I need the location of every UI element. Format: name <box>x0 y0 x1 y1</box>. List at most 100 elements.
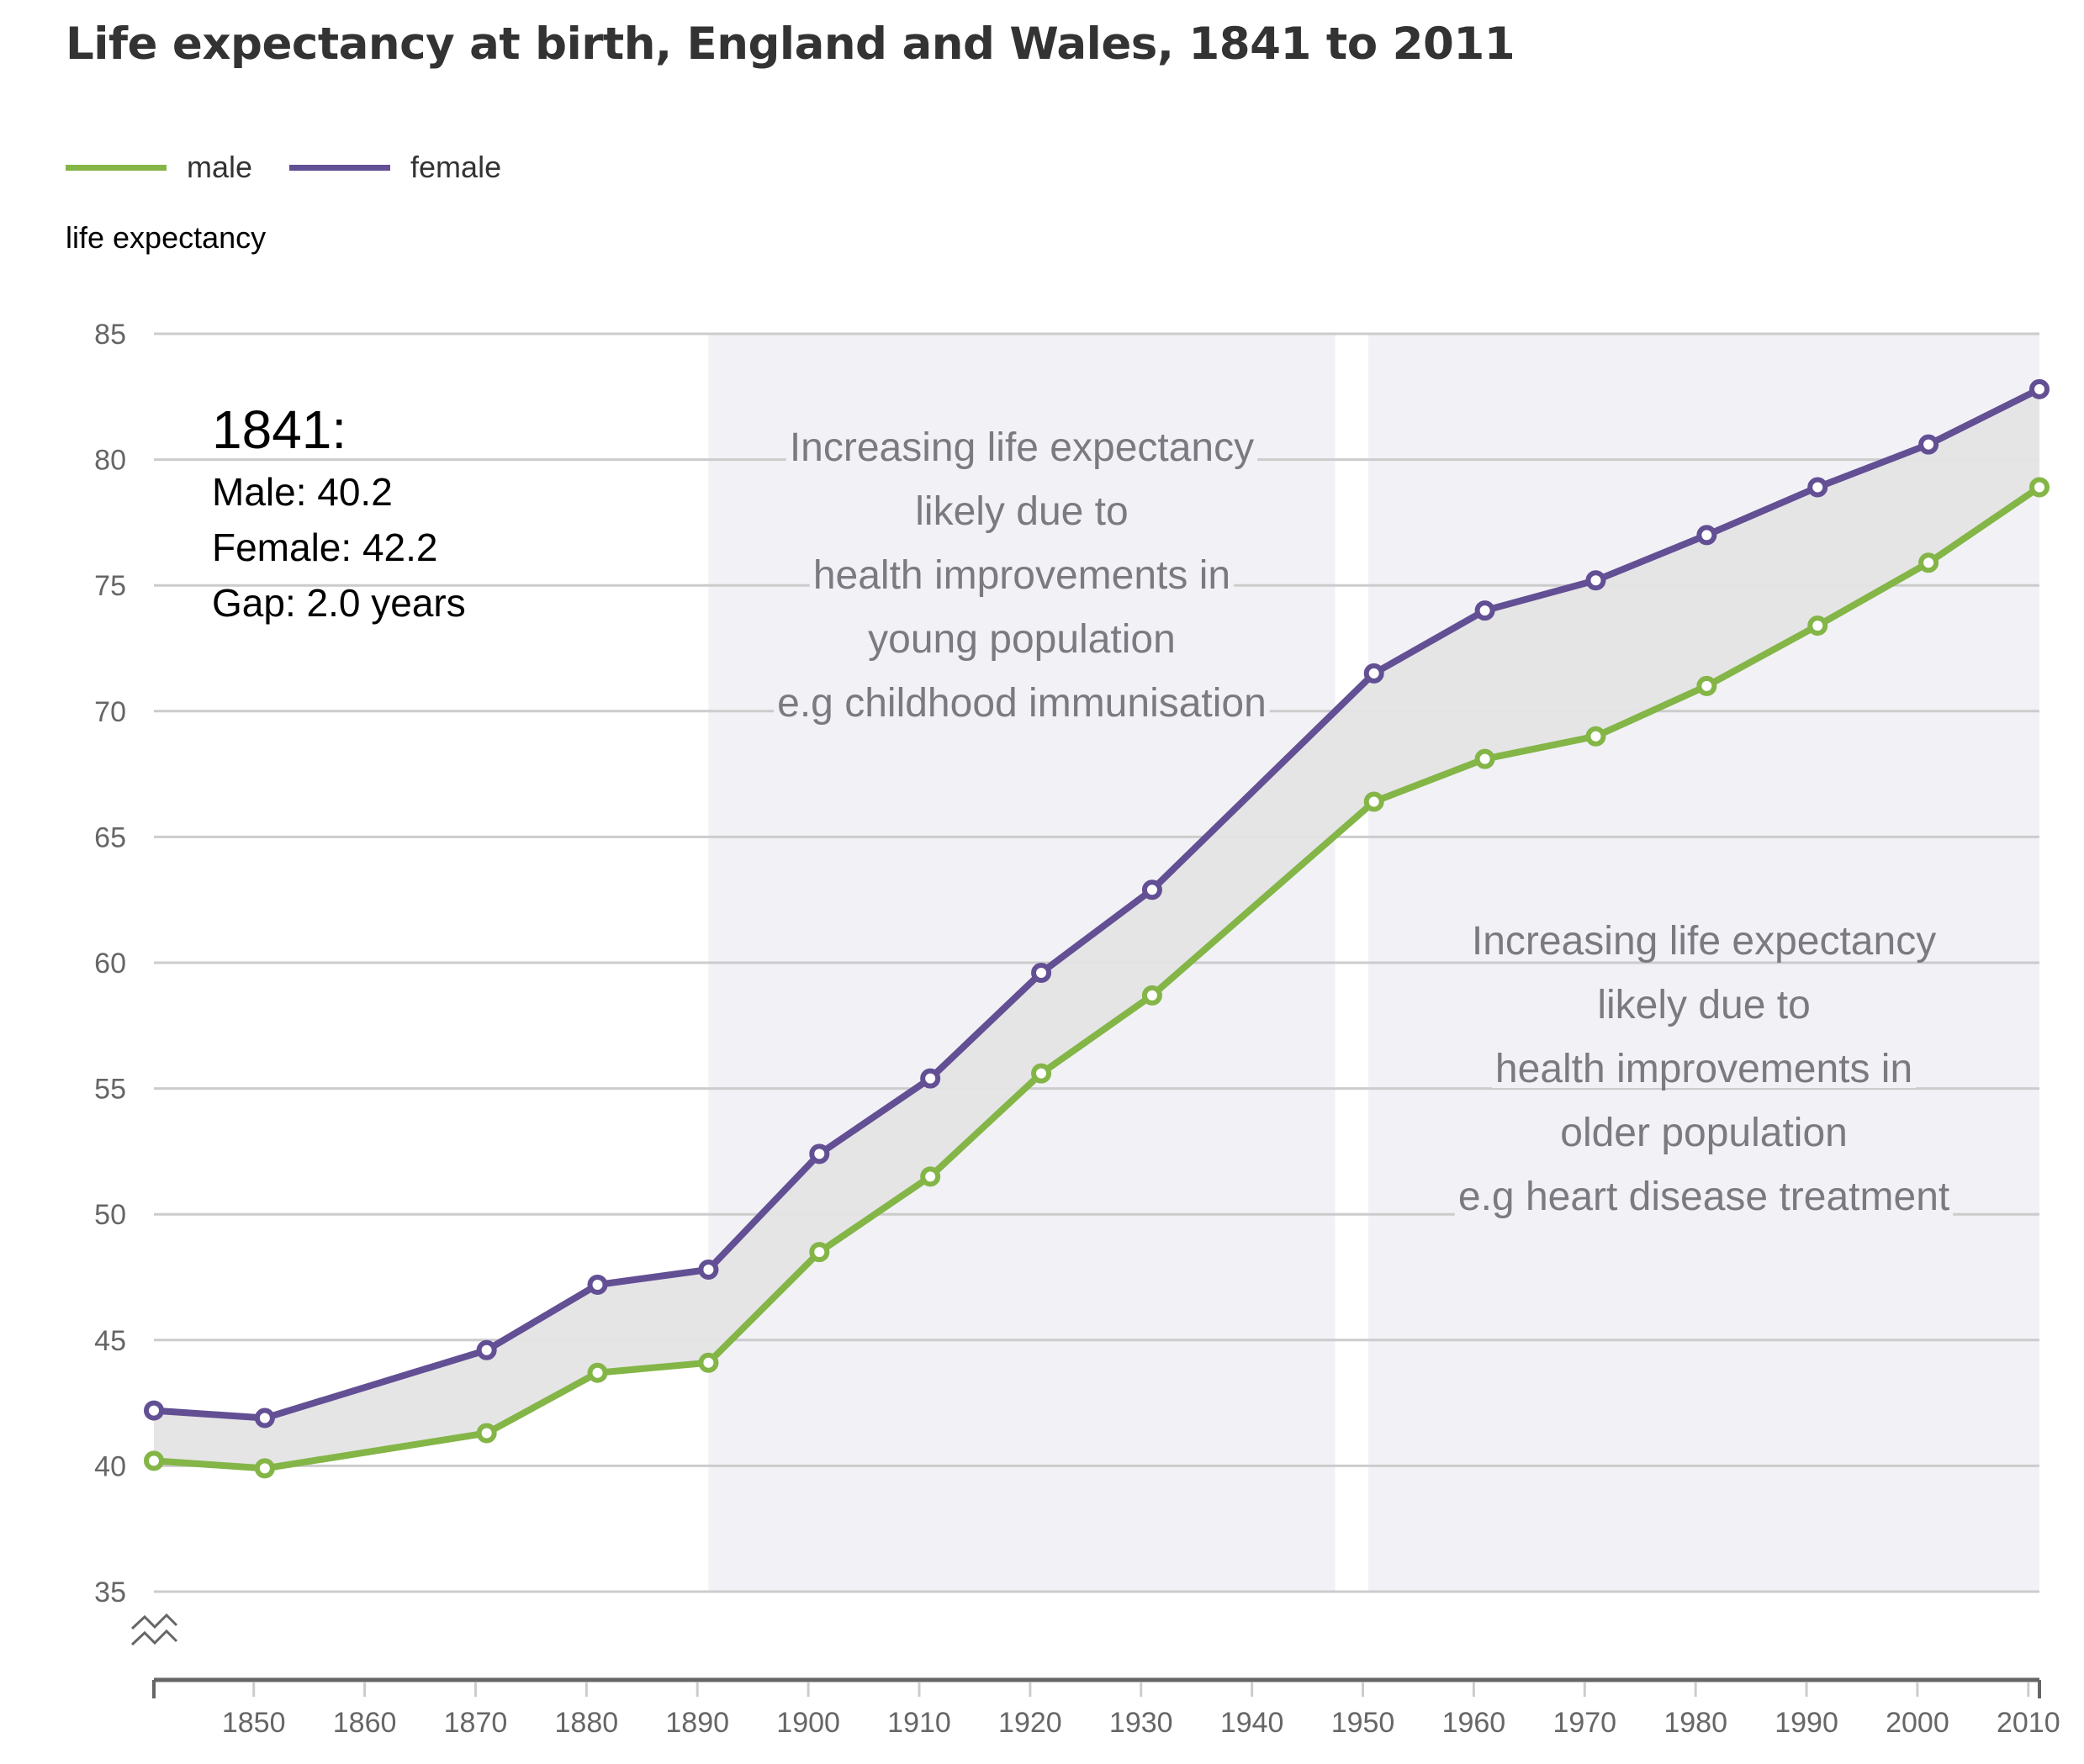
data-point-male-2011[interactable] <box>2029 477 2050 498</box>
x-tick-label: 1900 <box>776 1707 840 1739</box>
band-annotation-line: e.g heart disease treatment <box>1458 1175 1949 1219</box>
legend-swatch-male <box>66 164 167 171</box>
data-point-male-1891[interactable] <box>698 1352 719 1373</box>
x-tick-label: 1860 <box>333 1707 397 1739</box>
band-annotation-line: e.g childhood immunisation <box>777 681 1267 726</box>
data-point-female-1881[interactable] <box>587 1274 608 1295</box>
data-point-male-1931[interactable] <box>1141 985 1162 1006</box>
x-tick-label: 1950 <box>1331 1707 1395 1739</box>
gap-area-fill <box>154 388 2039 1469</box>
data-point-female-1951[interactable] <box>1363 663 1384 684</box>
y-tick-label: 85 <box>94 319 126 351</box>
band-annotation-backing <box>1454 1178 1954 1216</box>
data-point-male-1961[interactable] <box>1474 748 1495 769</box>
data-point-female-1931[interactable] <box>1141 879 1162 900</box>
y-tick-label: 80 <box>94 445 126 477</box>
data-point-female-1911[interactable] <box>920 1068 941 1089</box>
x-axis: 1850 1860 1870 1880 1890 1900 1910 1920 1930 1940… <box>152 1677 2060 1739</box>
x-tick-label: 2010 <box>1997 1707 2060 1739</box>
band-annotation-backing <box>865 621 1179 658</box>
x-tick-label: 1990 <box>1775 1707 1838 1739</box>
x-tick-label: 1940 <box>1220 1707 1284 1739</box>
data-point-male-1911[interactable] <box>920 1166 941 1187</box>
band-annotation-line: Increasing life expectancy <box>790 425 1254 470</box>
data-point-female-1921[interactable] <box>1031 962 1052 983</box>
series-points <box>144 378 2050 1479</box>
data-point-female-1901[interactable] <box>809 1143 830 1165</box>
y-axis-label: life expectancy <box>66 220 267 255</box>
band-annotation-line: older population <box>1560 1111 1848 1155</box>
data-point-male-1841[interactable] <box>144 1450 164 1471</box>
data-point-male-1951[interactable] <box>1363 791 1384 812</box>
band-annotation-line: health improvements in <box>813 553 1230 598</box>
data-point-female-1961[interactable] <box>1474 600 1495 621</box>
band-annotation-line: likely due to <box>1597 983 1810 1027</box>
data-point-male-1991[interactable] <box>1807 615 1828 636</box>
chart-title: Life expectancy at birth, England and Wa… <box>66 18 1515 70</box>
data-point-male-1921[interactable] <box>1031 1063 1052 1084</box>
y-tick-label: 50 <box>94 1199 126 1231</box>
data-point-female-1841[interactable] <box>144 1400 164 1421</box>
band-annotation-backing <box>912 493 1132 531</box>
axis-break-icon-bottom <box>130 1629 178 1646</box>
y-tick-label: 70 <box>94 696 126 728</box>
axis-break-icon <box>130 1613 178 1646</box>
gap-area <box>154 388 2039 1469</box>
data-point-male-1881[interactable] <box>587 1362 608 1383</box>
axis-break-icon-top <box>130 1613 178 1630</box>
data-point-female-1971[interactable] <box>1585 570 1606 591</box>
data-point-male-1871[interactable] <box>476 1423 497 1444</box>
x-tick-label: 1890 <box>665 1707 729 1739</box>
data-point-female-2001[interactable] <box>1918 434 1939 455</box>
data-point-female-1851[interactable] <box>254 1408 275 1429</box>
legend-item-female[interactable]: female <box>289 150 501 185</box>
y-tick-label: 75 <box>94 570 126 602</box>
band-annotation-backing <box>1557 1114 1851 1152</box>
info-box: 1841: Male: 40.2 Female: 42.2 Gap: 2.0 y… <box>212 399 466 625</box>
info-gap: Gap: 2.0 years <box>212 581 466 625</box>
info-year: 1841: <box>212 399 346 460</box>
data-point-male-1901[interactable] <box>809 1242 830 1263</box>
data-point-female-1991[interactable] <box>1807 477 1828 498</box>
band-annotation-backing <box>809 557 1235 594</box>
band-annotation-backing <box>785 429 1258 467</box>
band-annotation-backing <box>774 684 1270 722</box>
band-annotation-line: likely due to <box>915 489 1128 534</box>
legend: male female <box>66 150 538 185</box>
data-point-male-1981[interactable] <box>1696 675 1717 696</box>
x-tick-label: 1930 <box>1109 1707 1173 1739</box>
x-tick-label: 1970 <box>1552 1707 1616 1739</box>
band-annotation-line: young population <box>868 617 1176 662</box>
legend-label-male: male <box>187 150 253 184</box>
y-tick-label: 40 <box>94 1450 126 1482</box>
y-tick-label: 45 <box>94 1325 126 1357</box>
data-point-female-2011[interactable] <box>2029 378 2050 399</box>
x-tick-label: 1850 <box>222 1707 286 1739</box>
data-point-male-1851[interactable] <box>254 1458 275 1479</box>
x-tick-label: 1910 <box>887 1707 951 1739</box>
data-point-male-2001[interactable] <box>1918 552 1939 573</box>
data-point-female-1871[interactable] <box>476 1339 497 1360</box>
series-line-female <box>153 386 2041 1422</box>
series-line-male <box>153 484 2042 1472</box>
info-male: Male: 40.2 <box>212 470 393 514</box>
band-annotation-backing <box>1468 922 1940 960</box>
legend-label-female: female <box>410 150 502 184</box>
x-tick-label: 2000 <box>1886 1707 1949 1739</box>
data-point-female-1981[interactable] <box>1696 525 1717 546</box>
band-annotations: Increasing life expectancy likely due to h… <box>774 425 1954 1219</box>
x-tick-label: 1880 <box>555 1707 619 1739</box>
x-tick-label: 1960 <box>1442 1707 1506 1739</box>
band-annotation-line: health improvements in <box>1495 1047 1912 1091</box>
band-annotation-backing <box>1491 1050 1917 1088</box>
band-annotation-backing <box>1594 986 1814 1024</box>
y-tick-label: 55 <box>94 1074 126 1106</box>
data-point-male-1971[interactable] <box>1585 726 1606 747</box>
legend-swatch-female <box>289 164 391 171</box>
x-tick-label: 1920 <box>998 1707 1062 1739</box>
legend-item-male[interactable]: male <box>66 150 252 185</box>
y-tick-label: 65 <box>94 821 126 853</box>
data-point-female-1891[interactable] <box>698 1260 719 1281</box>
band-annotation-line: Increasing life expectancy <box>1472 919 1936 964</box>
